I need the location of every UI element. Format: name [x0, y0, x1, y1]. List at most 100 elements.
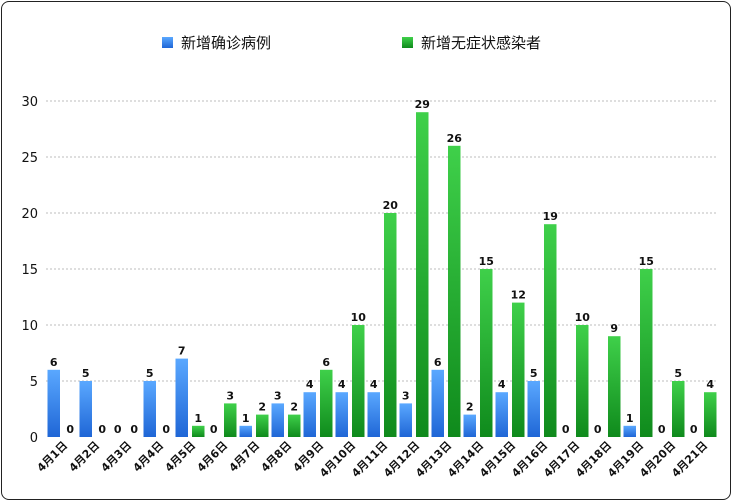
x-tick-label: 4月2日	[67, 439, 103, 475]
bar-confirmed	[367, 392, 380, 437]
data-label: 1	[626, 412, 634, 425]
legend-label-asymptomatic: 新增无症状感染者	[421, 34, 542, 52]
bar-asymptomatic	[512, 302, 525, 437]
bar-confirmed	[623, 425, 636, 437]
bar-confirmed	[271, 403, 284, 437]
data-label: 5	[530, 367, 538, 380]
bar-confirmed	[463, 414, 476, 437]
bar-confirmed	[239, 425, 252, 437]
bar-asymptomatic	[608, 336, 621, 437]
y-tick-label: 25	[21, 151, 38, 166]
x-tick-label: 4月5日	[163, 439, 199, 475]
y-axis-ticks: 0 5 10 15 20 25 30	[21, 95, 38, 446]
data-label: 3	[402, 389, 410, 402]
x-tick-label: 4月1日	[35, 439, 71, 475]
bar-asymptomatic	[576, 325, 589, 437]
bar-confirmed	[431, 369, 444, 437]
data-label: 2	[258, 401, 266, 414]
y-tick-label: 15	[21, 263, 38, 278]
data-label: 15	[479, 255, 494, 268]
data-label: 4	[498, 378, 506, 391]
bar-confirmed	[399, 403, 412, 437]
data-label: 1	[194, 412, 202, 425]
data-label: 19	[543, 210, 558, 223]
bar-asymptomatic	[352, 325, 365, 437]
data-label: 4	[706, 378, 714, 391]
x-tick-label: 4月3日	[99, 439, 135, 475]
data-label: 4	[370, 378, 378, 391]
bar-confirmed	[175, 358, 188, 437]
bar-confirmed	[335, 392, 348, 437]
legend-swatch-confirmed	[162, 37, 173, 48]
bars	[47, 112, 717, 438]
legend-swatch-asymptomatic	[402, 37, 413, 48]
data-label: 2	[290, 401, 298, 414]
bar-asymptomatic	[672, 381, 685, 437]
grid-lines	[46, 100, 718, 382]
data-label: 0	[690, 423, 698, 436]
legend-item-asymptomatic: 新增无症状感染者	[402, 32, 541, 53]
bar-asymptomatic	[704, 392, 717, 437]
data-label: 4	[306, 378, 314, 391]
data-label: 1	[242, 412, 250, 425]
x-tick-label: 4月21日	[669, 439, 710, 480]
data-label: 0	[658, 423, 666, 436]
data-label: 6	[322, 356, 330, 369]
data-label: 0	[162, 423, 170, 436]
data-label: 0	[562, 423, 570, 436]
data-label: 0	[210, 423, 218, 436]
bar-confirmed	[495, 392, 508, 437]
bar-asymptomatic	[416, 112, 429, 437]
data-label: 3	[226, 389, 234, 402]
data-label: 0	[114, 423, 122, 436]
data-label: 6	[50, 356, 58, 369]
bar-asymptomatic	[288, 414, 301, 437]
bar-asymptomatic	[384, 213, 397, 437]
bar-asymptomatic	[640, 269, 653, 437]
data-label: 10	[351, 311, 367, 324]
bar-asymptomatic	[256, 414, 269, 437]
x-tick-label: 4月7日	[227, 439, 263, 475]
bar-asymptomatic	[448, 145, 461, 438]
data-label: 0	[98, 423, 106, 436]
data-label: 4	[338, 378, 346, 391]
y-tick-label: 30	[21, 95, 38, 110]
y-tick-label: 10	[21, 319, 38, 334]
bar-confirmed	[47, 369, 60, 437]
data-label: 0	[594, 423, 602, 436]
data-label: 5	[146, 367, 154, 380]
data-label: 15	[639, 255, 654, 268]
bar-asymptomatic	[480, 269, 493, 437]
bar-confirmed	[527, 381, 540, 437]
x-tick-label: 4月8日	[259, 439, 295, 475]
y-tick-label: 20	[21, 207, 38, 222]
legend-item-confirmed: 新增确诊病例	[162, 32, 271, 53]
data-label: 29	[415, 98, 430, 111]
legend-label-confirmed: 新增确诊病例	[181, 34, 272, 52]
data-label: 9	[610, 322, 618, 335]
bar-confirmed	[303, 392, 316, 437]
data-label: 2	[466, 401, 474, 414]
x-axis-ticks: 4月1日4月2日4月3日4月4日4月5日4月6日4月7日4月8日4月9日4月10…	[35, 439, 711, 480]
data-label: 0	[66, 423, 74, 436]
y-tick-label: 5	[30, 375, 38, 390]
data-label: 3	[274, 389, 282, 402]
data-label: 26	[447, 132, 463, 145]
data-label: 5	[82, 367, 90, 380]
data-label: 20	[383, 199, 399, 212]
data-label: 5	[674, 367, 682, 380]
data-label: 0	[130, 423, 138, 436]
x-tick-label: 4月6日	[195, 439, 231, 475]
data-label: 7	[178, 345, 186, 358]
data-label: 10	[575, 311, 591, 324]
bar-asymptomatic	[224, 403, 237, 437]
data-label: 6	[434, 356, 442, 369]
bar-asymptomatic	[320, 369, 333, 437]
bar-confirmed	[143, 381, 156, 437]
data-label: 12	[511, 289, 526, 302]
bar-confirmed	[79, 381, 92, 437]
x-tick-label: 4月4日	[131, 439, 167, 475]
